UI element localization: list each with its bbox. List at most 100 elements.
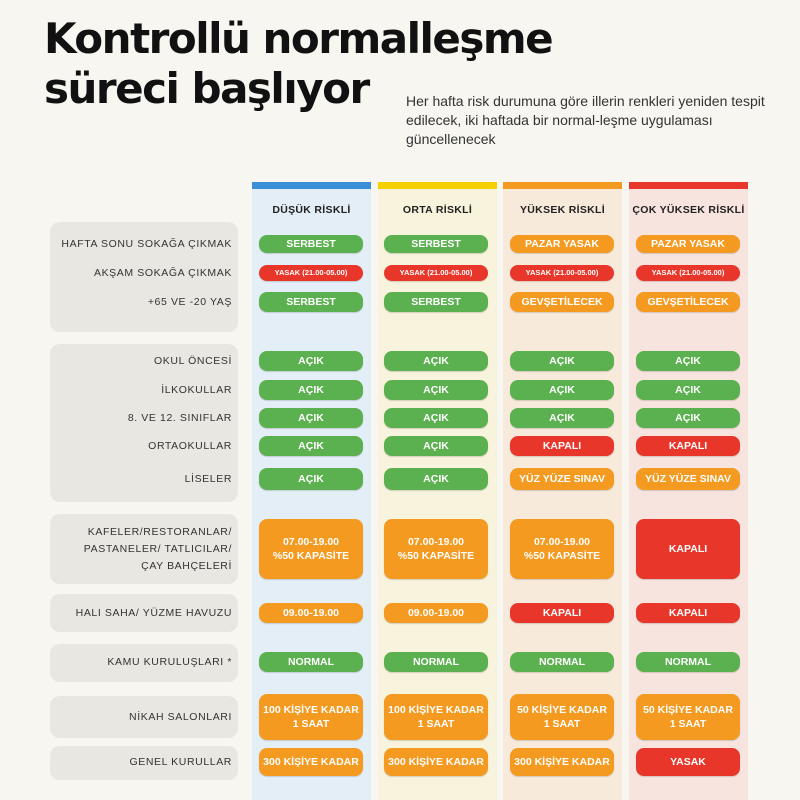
row-label: 8. VE 12. SINIFLAR xyxy=(127,411,232,424)
row-label: +65 VE -20 YAŞ xyxy=(147,295,232,308)
status-pill: KAPALI xyxy=(510,436,614,456)
status-pill: AÇIK xyxy=(384,468,488,490)
status-pill: YASAK (21.00-05.00) xyxy=(384,265,488,281)
status-pill: YÜZ YÜZE SINAV xyxy=(636,468,740,490)
status-pill-text: AÇIK xyxy=(298,355,324,367)
status-pill-text: 300 KİŞİYE KADAR xyxy=(388,756,484,768)
group-assemblies xyxy=(50,746,238,780)
group-curfew xyxy=(50,222,238,332)
status-pill-text: 09.00-19.00 xyxy=(282,607,340,619)
status-pill: AÇIK xyxy=(259,408,363,428)
status-pill-text: AÇIK xyxy=(675,355,701,367)
column-header-very-high: ÇOK YÜKSEK RİSKLİ xyxy=(632,204,745,216)
column-header-medium: ORTA RİSKLİ xyxy=(402,204,473,216)
status-pill: 09.00-19.00 xyxy=(259,603,363,623)
row-label: KAFELER/RESTORANLAR/ PASTANELER/ TATLICI… xyxy=(83,525,232,572)
status-pill-text: AÇIK xyxy=(549,412,575,424)
status-pill-text: AÇIK xyxy=(675,384,701,396)
status-pill-text: AÇIK xyxy=(423,440,449,452)
group-public xyxy=(50,644,238,682)
status-pill: 50 KİŞİYE KADAR 1 SAAT xyxy=(510,694,614,740)
status-pill: SERBEST xyxy=(384,235,488,253)
status-pill: YASAK (21.00-05.00) xyxy=(636,265,740,281)
status-pill: PAZAR YASAK xyxy=(636,235,740,253)
status-pill: KAPALI xyxy=(510,603,614,623)
status-pill: 300 KİŞİYE KADAR xyxy=(510,748,614,776)
status-pill: AÇIK xyxy=(259,351,363,371)
status-pill: GEVŞETİLECEK xyxy=(636,292,740,312)
row-label: ORTAOKULLAR xyxy=(148,439,232,452)
status-pill: 300 KİŞİYE KADAR xyxy=(259,748,363,776)
subtitle: Her hafta risk durumuna göre illerin ren… xyxy=(406,93,765,147)
status-pill-text: 50 KİŞİYE KADAR 1 SAAT xyxy=(643,704,733,730)
status-pill-text: GEVŞETİLECEK xyxy=(521,296,603,308)
status-pill-text: AÇIK xyxy=(298,440,324,452)
status-pill-text: AÇIK xyxy=(423,355,449,367)
status-pill-text: AÇIK xyxy=(549,384,575,396)
status-pill-text: YASAK (21.00-05.00) xyxy=(525,268,599,277)
status-pill: 300 KİŞİYE KADAR xyxy=(384,748,488,776)
status-pill: AÇIK xyxy=(259,468,363,490)
status-pill-text: 07.00-19.00 %50 KAPASİTE xyxy=(397,536,475,562)
status-pill: AÇIK xyxy=(384,380,488,400)
status-pill-text: SERBEST xyxy=(411,238,461,250)
row-label: AKŞAM SOKAĞA ÇIKMAK xyxy=(93,266,232,279)
status-pill-text: SERBEST xyxy=(411,296,461,308)
status-pill: SERBEST xyxy=(259,235,363,253)
status-pill: YÜZ YÜZE SINAV xyxy=(510,468,614,490)
status-pill: KAPALI xyxy=(636,603,740,623)
status-pill-text: AÇIK xyxy=(298,384,324,396)
status-pill-text: NORMAL xyxy=(538,656,586,668)
status-pill: AÇIK xyxy=(510,380,614,400)
status-pill-text: GEVŞETİLECEK xyxy=(647,296,729,308)
row-label: İLKOKULLAR xyxy=(161,383,232,396)
status-pill-text: YASAK (21.00-05.00) xyxy=(274,268,348,277)
column-bar-low xyxy=(252,182,371,189)
status-pill-text: NORMAL xyxy=(287,656,335,668)
status-pill-text: PAZAR YASAK xyxy=(651,238,725,250)
status-pill: 100 KİŞİYE KADAR 1 SAAT xyxy=(384,694,488,740)
status-pill: AÇIK xyxy=(259,436,363,456)
status-pill: 100 KİŞİYE KADAR 1 SAAT xyxy=(259,694,363,740)
status-pill: KAPALI xyxy=(636,436,740,456)
status-pill: 09.00-19.00 xyxy=(384,603,488,623)
title-line-1: Kontrollü normalleşme xyxy=(44,14,554,63)
status-pill: SERBEST xyxy=(259,292,363,312)
status-pill-text: AÇIK xyxy=(298,473,324,485)
status-pill-text: 100 KİŞİYE KADAR 1 SAAT xyxy=(388,704,484,730)
status-pill-text: AÇIK xyxy=(549,355,575,367)
status-pill-text: YÜZ YÜZE SINAV xyxy=(645,473,731,485)
row-label: GENEL KURULLAR xyxy=(129,755,232,768)
status-pill: PAZAR YASAK xyxy=(510,235,614,253)
status-pill: YASAK xyxy=(636,748,740,776)
status-pill-text: AÇIK xyxy=(423,473,449,485)
column-header-high: YÜKSEK RİSKLİ xyxy=(520,204,605,216)
column-bar-high xyxy=(503,182,622,189)
row-label: NİKAH SALONLARI xyxy=(129,710,232,723)
status-pill-text: YÜZ YÜZE SINAV xyxy=(519,473,605,485)
row-label: HAFTA SONU SOKAĞA ÇIKMAK xyxy=(61,237,232,250)
status-pill: 50 KİŞİYE KADAR 1 SAAT xyxy=(636,694,740,740)
status-pill: AÇIK xyxy=(636,351,740,371)
status-pill: GEVŞETİLECEK xyxy=(510,292,614,312)
page-title: Kontrollü normalleşme süreci başlıyor xyxy=(44,14,554,114)
status-pill-text: 50 KİŞİYE KADAR 1 SAAT xyxy=(517,704,607,730)
status-pill-text: 09.00-19.00 xyxy=(407,607,465,619)
status-pill-text: KAPALI xyxy=(542,440,582,452)
status-pill: AÇIK xyxy=(259,380,363,400)
status-pill: AÇIK xyxy=(384,408,488,428)
status-pill: YASAK (21.00-05.00) xyxy=(259,265,363,281)
column-header-low: DÜŞÜK RİSKLİ xyxy=(272,204,351,216)
group-schools xyxy=(50,344,238,502)
status-pill: SERBEST xyxy=(384,292,488,312)
title-line-2: süreci başlıyor xyxy=(44,64,370,113)
group-wedding xyxy=(50,696,238,738)
status-pill-text: AÇIK xyxy=(423,412,449,424)
status-pill: AÇIK xyxy=(636,408,740,428)
group-cafes xyxy=(50,514,238,584)
status-pill-text: KAPALI xyxy=(542,607,582,619)
status-pill: 07.00-19.00 %50 KAPASİTE xyxy=(384,519,488,579)
status-pill-text: KAPALI xyxy=(668,607,708,619)
status-pill-text: PAZAR YASAK xyxy=(525,238,599,250)
status-pill-text: 07.00-19.00 %50 KAPASİTE xyxy=(523,536,601,562)
